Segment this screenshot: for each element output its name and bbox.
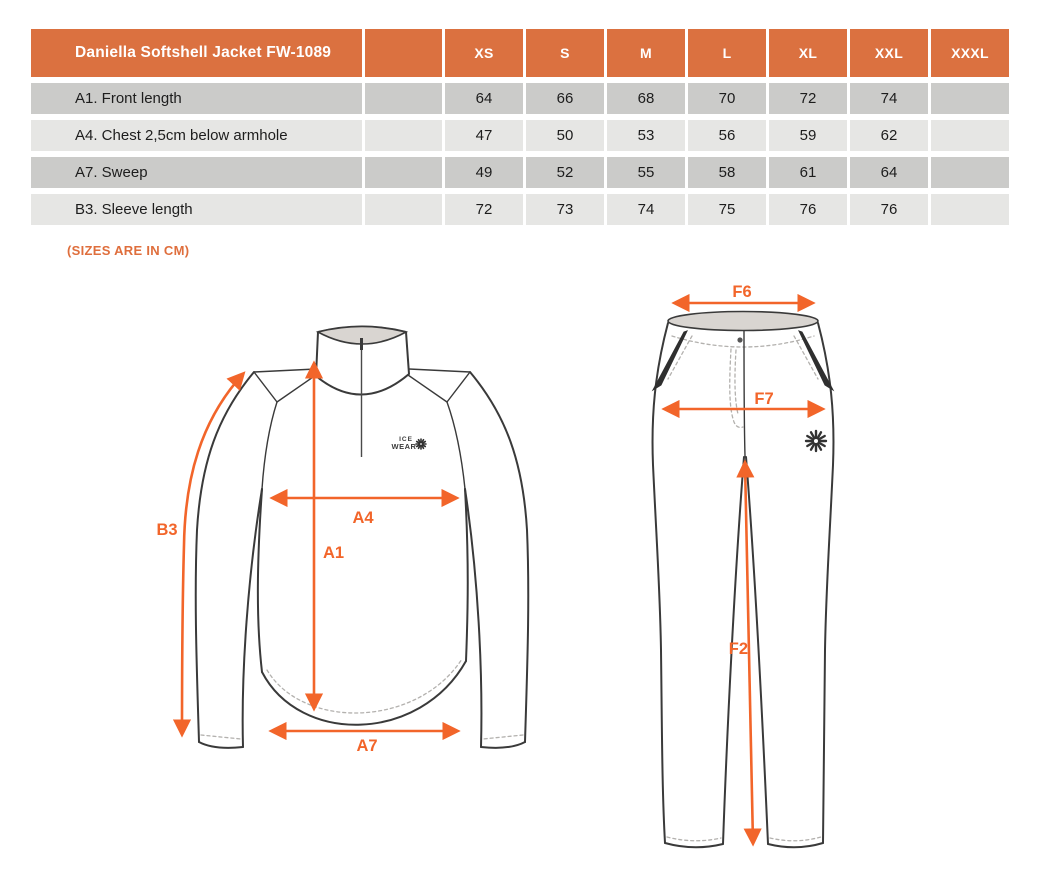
- logo-text-ice: ICE: [399, 436, 413, 443]
- value-cell: 55: [607, 157, 685, 188]
- value-cell: 72: [769, 83, 847, 114]
- a4-label: A4: [352, 509, 374, 527]
- jacket-collar: [315, 325, 410, 396]
- waist-button: [737, 337, 743, 343]
- jacket-right-sleeve: [464, 371, 530, 749]
- pants-drawing: F6 F7 F2: [651, 283, 835, 849]
- jacket-drawing: ICE WEAR B3 A4 A: [156, 325, 530, 755]
- value-cell: 68: [607, 83, 685, 114]
- value-cell: 52: [526, 157, 604, 188]
- value-cell: 76: [769, 194, 847, 225]
- value-cell: 47: [445, 120, 523, 151]
- value-cell: 50: [526, 120, 604, 151]
- size-header-xxxl: XXXL: [931, 29, 1009, 77]
- f2-label: F2: [729, 640, 748, 658]
- pants-outline: [651, 322, 835, 849]
- logo-text-wear: WEAR: [392, 442, 417, 451]
- value-cell: 76: [850, 194, 928, 225]
- value-cell: [931, 120, 1009, 151]
- value-cell: 74: [607, 194, 685, 225]
- value-cell: 74: [850, 83, 928, 114]
- value-cell: [931, 157, 1009, 188]
- jacket-shoulder-seams: [253, 368, 471, 490]
- size-header-m: M: [607, 29, 685, 77]
- size-header-xl: XL: [769, 29, 847, 77]
- value-cell: 64: [850, 157, 928, 188]
- snowflake-icon: [415, 438, 427, 450]
- collar-inner: [315, 325, 409, 345]
- value-cell: 49: [445, 157, 523, 188]
- value-cell: [931, 194, 1009, 225]
- row-label: B3. Sleeve length: [31, 194, 362, 225]
- jacket-left-sleeve: [194, 371, 263, 749]
- value-cell: 56: [688, 120, 766, 151]
- pocket-right: [793, 330, 835, 392]
- pants-measure-arrows: F6 F7 F2: [661, 283, 826, 847]
- value-cell: 61: [769, 157, 847, 188]
- pocket-left: [651, 330, 693, 392]
- value-cell: 73: [526, 194, 604, 225]
- size-table: Daniella Softshell Jacket FW-1089 XS S M L XL…: [31, 29, 1009, 225]
- value-cell: 72: [445, 194, 523, 225]
- b3-arrow: [172, 371, 246, 738]
- row-spacer-cell: [365, 157, 442, 188]
- a1-label: A1: [323, 544, 344, 562]
- row-spacer-cell: [365, 120, 442, 151]
- jacket-measure-arrows: B3 A4 A1 A7: [156, 360, 461, 755]
- size-header-s: S: [526, 29, 604, 77]
- size-header-xxl: XXL: [850, 29, 928, 77]
- value-cell: 66: [526, 83, 604, 114]
- f2-arrow: [736, 459, 762, 847]
- value-cell: 70: [688, 83, 766, 114]
- row-label: A1. Front length: [31, 83, 362, 114]
- value-cell: 59: [769, 120, 847, 151]
- snowflake-icon: [804, 429, 828, 453]
- value-cell: 75: [688, 194, 766, 225]
- f6-label: F6: [732, 283, 751, 301]
- sizes-note: (SIZES ARE IN CM): [67, 243, 190, 258]
- row-label: A4. Chest 2,5cm below armhole: [31, 120, 362, 151]
- size-header-l: L: [688, 29, 766, 77]
- b3-label: B3: [156, 521, 177, 539]
- value-cell: 62: [850, 120, 928, 151]
- pants-waistband: [667, 310, 819, 332]
- row-spacer-cell: [365, 194, 442, 225]
- value-cell: 53: [607, 120, 685, 151]
- pants-fly: [729, 330, 746, 457]
- jacket-logo: ICE WEAR: [392, 436, 427, 451]
- value-cell: [931, 83, 1009, 114]
- row-spacer-cell: [365, 83, 442, 114]
- value-cell: 64: [445, 83, 523, 114]
- a7-label: A7: [356, 737, 377, 755]
- table-title: Daniella Softshell Jacket FW-1089: [31, 29, 362, 77]
- f7-label: F7: [754, 390, 773, 408]
- header-spacer-cell: [365, 29, 442, 77]
- value-cell: 58: [688, 157, 766, 188]
- size-header-xs: XS: [445, 29, 523, 77]
- row-label: A7. Sweep: [31, 157, 362, 188]
